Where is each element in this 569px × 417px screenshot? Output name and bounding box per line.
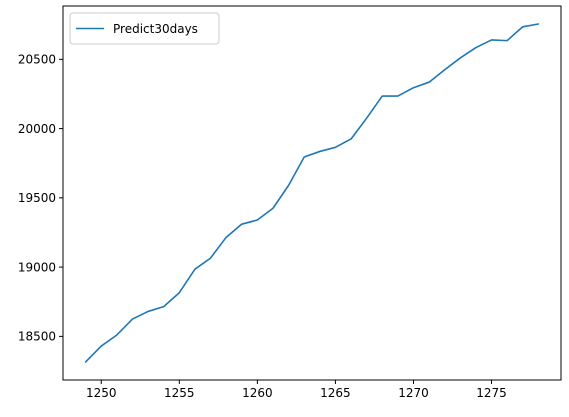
series-layer: [84, 23, 540, 363]
y-tick-label: 20500: [18, 53, 56, 67]
x-tick-label: 1255: [164, 386, 195, 400]
y-tick-label: 19000: [18, 260, 56, 274]
legend: Predict30days: [69, 12, 220, 45]
y-tick-label: 20000: [18, 122, 56, 136]
y-tick-label: 18500: [18, 330, 56, 344]
axes: 1250 1255 1260 1265 1270 1275 18500 19000 19500 2…: [18, 5, 562, 400]
x-tick-label: 1265: [320, 386, 351, 400]
plot-frame: [62, 5, 562, 381]
x-tick-label: 1270: [398, 386, 429, 400]
series-line-0: [84, 23, 540, 363]
legend-label: Predict30days: [113, 22, 198, 36]
x-tick-label: 1250: [86, 386, 117, 400]
legend-frame: [69, 12, 220, 45]
y-tick-label: 19500: [18, 191, 56, 205]
x-tick-label: 1275: [476, 386, 507, 400]
x-tick-label: 1260: [242, 386, 273, 400]
